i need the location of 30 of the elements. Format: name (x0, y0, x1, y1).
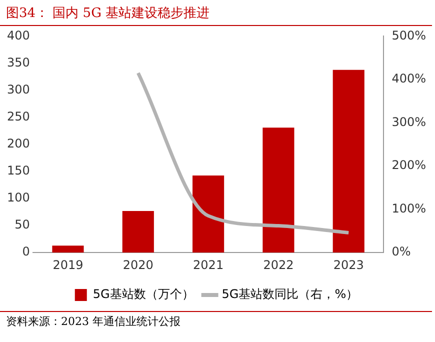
x-tick-label: 2023 (333, 258, 364, 272)
chart-title: 图34： 国内 5G 基站建设稳步推进 (0, 0, 432, 26)
y2-tick-label: 400% (392, 72, 426, 86)
x-tick-label: 2021 (193, 258, 224, 272)
y-tick-label: 250 (7, 109, 30, 124)
bar (332, 70, 364, 253)
y-tick-label: 150 (7, 164, 30, 178)
y-tick-label: 300 (7, 82, 30, 96)
y-tick-label: 50 (14, 218, 30, 232)
y-tick-label: 200 (7, 136, 30, 151)
bar (122, 210, 154, 253)
y2-tick-label: 100% (392, 201, 426, 216)
x-tick-label: 2022 (263, 258, 294, 272)
x-tick-label: 2020 (122, 258, 154, 272)
y-tick-label: 100 (7, 190, 30, 205)
y2-tick-label: 200% (392, 158, 426, 172)
y2-tick-label: 0% (392, 244, 411, 259)
legend-label: 5G基站数（万个） (92, 287, 194, 302)
bar (52, 246, 84, 253)
y2-tick-label: 300% (392, 114, 426, 129)
text: 资料来源：2023 年通信业统计公报 (0, 311, 432, 331)
y2-tick-label: 500% (392, 28, 426, 42)
y-tick-label: 0 (22, 244, 30, 259)
bar (262, 128, 294, 253)
y-tick-label: 350 (7, 55, 30, 70)
x-tick-label: 2019 (52, 258, 84, 272)
y-tick-label: 400 (7, 28, 30, 42)
bar (192, 176, 224, 253)
legend-label: 5G基站数同比（右，%） (222, 287, 358, 302)
line-series (136, 71, 350, 234)
